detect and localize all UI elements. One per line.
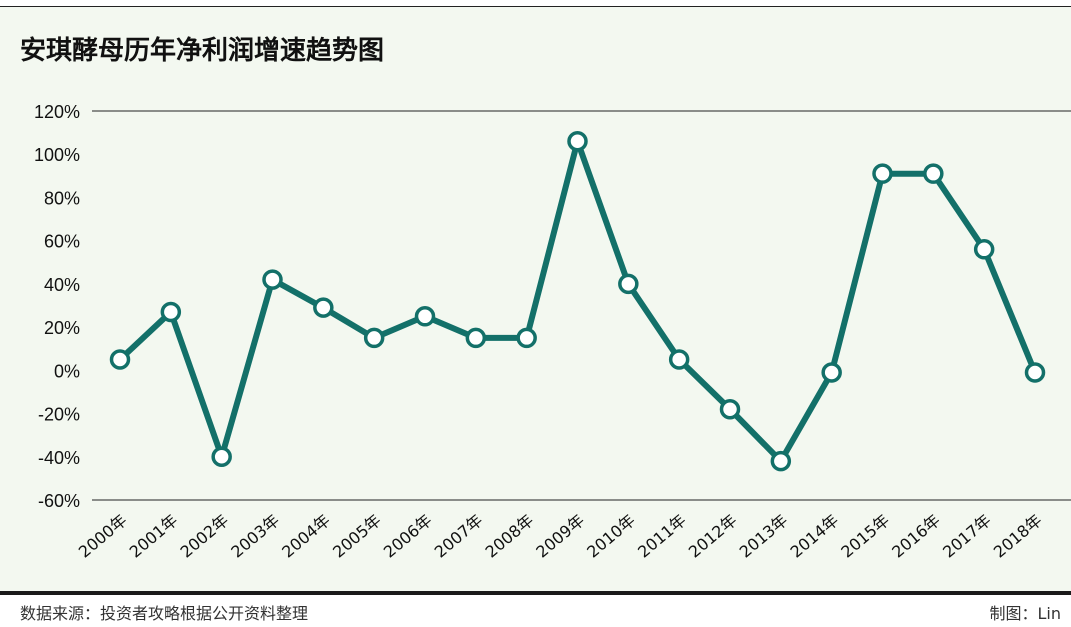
- data-point: [872, 163, 893, 184]
- x-tick-label: 2004年: [278, 511, 334, 562]
- data-point: [618, 273, 639, 295]
- x-tick-label: 2005年: [329, 511, 385, 562]
- y-tick-label: -20%: [38, 405, 80, 425]
- x-tick-label: 2013年: [736, 511, 792, 562]
- y-tick-label: 120%: [34, 102, 80, 122]
- y-tick-label: -60%: [38, 491, 80, 511]
- data-point: [109, 349, 131, 370]
- credit-note: 制图：Lin: [989, 604, 1061, 623]
- y-tick-label: 20%: [44, 318, 80, 338]
- x-tick-label: 2009年: [532, 511, 588, 562]
- bottom-rule: [0, 591, 1071, 595]
- x-tick-label: 2006年: [380, 511, 436, 562]
- data-point: [770, 450, 792, 472]
- x-tick-label: 2008年: [482, 511, 538, 562]
- x-tick-label: 2014年: [787, 511, 843, 562]
- y-tick-label: 0%: [54, 361, 80, 381]
- y-axis-tick-labels: -60% -40% -20% 0% 20% 40% 60% 80% 100% 120%: [34, 102, 80, 511]
- y-tick-label: 80%: [44, 188, 80, 208]
- y-tick-label: 40%: [44, 275, 80, 295]
- data-point: [313, 297, 334, 318]
- x-tick-label: 2003年: [227, 511, 283, 562]
- data-point: [363, 327, 385, 349]
- series-line: [117, 138, 1038, 465]
- series-points: [109, 131, 1046, 472]
- x-tick-label: 2011年: [634, 511, 690, 562]
- data-point: [719, 398, 741, 420]
- data-point: [414, 306, 436, 327]
- chart-title: 安琪酵母历年净利润增速趋势图: [20, 36, 385, 66]
- y-tick-label: -40%: [38, 448, 80, 468]
- data-point: [1024, 362, 1046, 383]
- x-tick-label: 2015年: [837, 511, 893, 562]
- data-point: [160, 301, 182, 323]
- data-point: [668, 349, 690, 370]
- data-point: [465, 327, 487, 349]
- x-tick-label: 2017年: [939, 511, 995, 562]
- data-point: [821, 362, 842, 383]
- data-point: [262, 269, 283, 290]
- x-tick-label: 2002年: [177, 511, 233, 562]
- x-tick-label: 2018年: [990, 511, 1046, 562]
- x-tick-label: 2010年: [583, 511, 639, 562]
- gridlines: [92, 110, 1071, 501]
- x-tick-label: 2012年: [685, 511, 741, 562]
- data-point: [973, 239, 995, 260]
- line-chart: -60% -40% -20% 0% 20% 40% 60% 80% 100% 120% 2000年…: [34, 102, 1071, 562]
- data-point: [516, 327, 537, 349]
- data-point: [567, 131, 588, 152]
- y-tick-label: 60%: [44, 232, 80, 252]
- data-point: [923, 163, 944, 184]
- x-tick-label: 2001年: [126, 511, 182, 562]
- x-tick-label: 2007年: [431, 511, 487, 562]
- x-tick-label: 2016年: [888, 511, 944, 562]
- data-point: [211, 446, 232, 468]
- x-tick-label: 2000年: [75, 511, 131, 562]
- x-axis-tick-labels: 2000年2001年2002年2003年2004年2005年2006年2007年…: [75, 511, 1046, 562]
- source-note: 数据来源：投资者攻略根据公开资料整理: [20, 604, 309, 623]
- y-tick-label: 100%: [34, 145, 80, 165]
